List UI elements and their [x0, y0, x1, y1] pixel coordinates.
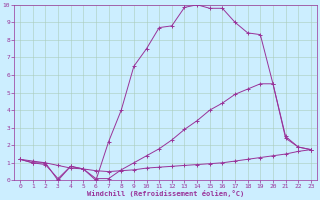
X-axis label: Windchill (Refroidissement éolien,°C): Windchill (Refroidissement éolien,°C) [87, 190, 244, 197]
